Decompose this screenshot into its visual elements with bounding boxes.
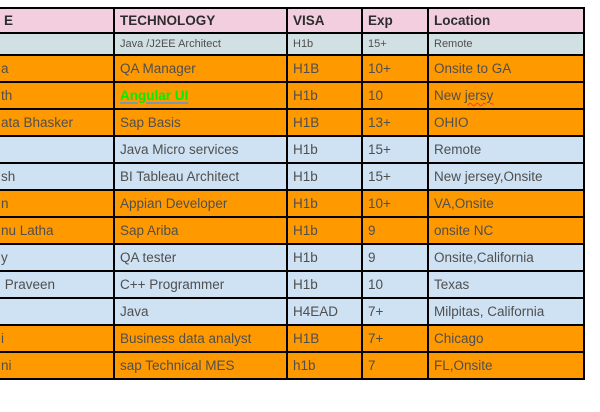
name-cell[interactable] <box>0 32 115 56</box>
visa-cell[interactable]: H1b <box>286 32 363 56</box>
exp-cell[interactable]: 9 <box>361 243 429 272</box>
table-row: a QA Manager H1B 10+ Onsite to GA <box>0 54 585 83</box>
technology-cell[interactable]: BI Tableau Architect <box>113 162 288 191</box>
technology-cell[interactable]: Angular UI <box>113 81 288 110</box>
exp-cell[interactable]: 10+ <box>361 54 429 83</box>
name-cell[interactable]: nu Latha <box>0 216 115 245</box>
name-cell[interactable]: a <box>0 54 115 83</box>
exp-cell[interactable]: 7+ <box>361 324 429 353</box>
name-cell[interactable]: th <box>0 81 115 110</box>
name-cell[interactable] <box>0 297 115 326</box>
location-cell[interactable]: VA,Onsite <box>427 189 585 218</box>
name-cell[interactable]: ata Bhasker <box>0 108 115 137</box>
location-cell[interactable]: Remote <box>427 32 585 56</box>
job-table: E TECHNOLOGY VISA Exp Location Java /J2EE Ar… <box>0 7 585 380</box>
location-cell[interactable]: Chicago <box>427 324 585 353</box>
table-row: sh BI Tableau Architect H1b 15+ New jersey,O… <box>0 162 585 191</box>
name-cell[interactable]: Praveen <box>0 270 115 299</box>
visa-cell[interactable]: H1b <box>286 243 363 272</box>
exp-cell[interactable]: 10+ <box>361 189 429 218</box>
location-cell[interactable]: Texas <box>427 270 585 299</box>
visa-cell[interactable]: h1b <box>286 351 363 380</box>
table-row: th Angular UI H1b 10 New jersy <box>0 81 585 110</box>
table-row: nu Latha Sap Ariba H1b 9 onsite NC <box>0 216 585 245</box>
location-cell[interactable]: FL,Onsite <box>427 351 585 380</box>
exp-cell[interactable]: 15+ <box>361 162 429 191</box>
name-cell[interactable]: n <box>0 189 115 218</box>
location-cell[interactable]: New jersey,Onsite <box>427 162 585 191</box>
exp-cell[interactable]: 15+ <box>361 135 429 164</box>
location-cell[interactable]: onsite NC <box>427 216 585 245</box>
technology-cell[interactable]: QA tester <box>113 243 288 272</box>
technology-cell[interactable]: Java Micro services <box>113 135 288 164</box>
exp-cell[interactable]: 15+ <box>361 32 429 56</box>
location-cell[interactable]: Onsite to GA <box>427 54 585 83</box>
column-header-location[interactable]: Location <box>427 7 585 34</box>
table-row: ni sap Technical MES h1b 7 FL,Onsite <box>0 351 585 380</box>
technology-cell[interactable]: Appian Developer <box>113 189 288 218</box>
table-row: ata Bhasker Sap Basis H1B 13+ OHIO <box>0 108 585 137</box>
column-header-technology[interactable]: TECHNOLOGY <box>113 7 288 34</box>
exp-cell[interactable]: 10 <box>361 270 429 299</box>
visa-cell[interactable]: H1b <box>286 81 363 110</box>
technology-cell[interactable]: QA Manager <box>113 54 288 83</box>
header-row: E TECHNOLOGY VISA Exp Location <box>0 7 585 34</box>
visa-cell[interactable]: H1B <box>286 324 363 353</box>
exp-cell[interactable]: 7+ <box>361 297 429 326</box>
technology-cell[interactable]: sap Technical MES <box>113 351 288 380</box>
name-cell[interactable]: i <box>0 324 115 353</box>
visa-cell[interactable]: H4EAD <box>286 297 363 326</box>
table-row: i Business data analyst H1B 7+ Chicago <box>0 324 585 353</box>
visa-cell[interactable]: H1b <box>286 270 363 299</box>
name-cell[interactable]: y <box>0 243 115 272</box>
location-cell[interactable]: Onsite,California <box>427 243 585 272</box>
table-row: Java Micro services H1b 15+ Remote <box>0 135 585 164</box>
exp-cell[interactable]: 7 <box>361 351 429 380</box>
exp-cell[interactable]: 9 <box>361 216 429 245</box>
table-row: Java H4EAD 7+ Milpitas, California <box>0 297 585 326</box>
technology-cell[interactable]: Sap Basis <box>113 108 288 137</box>
location-cell[interactable]: Milpitas, California <box>427 297 585 326</box>
visa-cell[interactable]: H1B <box>286 54 363 83</box>
table-row: Java /J2EE Architect H1b 15+ Remote <box>0 32 585 56</box>
visa-cell[interactable]: H1b <box>286 189 363 218</box>
table-row: n Appian Developer H1b 10+ VA,Onsite <box>0 189 585 218</box>
technology-cell[interactable]: Business data analyst <box>113 324 288 353</box>
table-row: Praveen C++ Programmer H1b 10 Texas <box>0 270 585 299</box>
column-header-name[interactable]: E <box>0 7 115 34</box>
technology-cell[interactable]: Java /J2EE Architect <box>113 32 288 56</box>
column-header-visa[interactable]: VISA <box>286 7 363 34</box>
spreadsheet-viewport: E TECHNOLOGY VISA Exp Location Java /J2EE Ar… <box>0 7 585 380</box>
angular-ui-link[interactable]: Angular UI <box>120 88 189 103</box>
name-cell[interactable]: ni <box>0 351 115 380</box>
exp-cell[interactable]: 13+ <box>361 108 429 137</box>
visa-cell[interactable]: H1b <box>286 216 363 245</box>
location-cell[interactable]: OHIO <box>427 108 585 137</box>
misspelled-word: jersy <box>464 88 494 103</box>
column-header-exp[interactable]: Exp <box>361 7 429 34</box>
table-header: E TECHNOLOGY VISA Exp Location <box>0 7 585 34</box>
visa-cell[interactable]: H1b <box>286 162 363 191</box>
location-text: New <box>434 88 465 103</box>
name-cell[interactable]: sh <box>0 162 115 191</box>
location-cell[interactable]: Remote <box>427 135 585 164</box>
visa-cell[interactable]: H1b <box>286 135 363 164</box>
technology-cell[interactable]: C++ Programmer <box>113 270 288 299</box>
technology-cell[interactable]: Java <box>113 297 288 326</box>
technology-cell[interactable]: Sap Ariba <box>113 216 288 245</box>
table-row: y QA tester H1b 9 Onsite,California <box>0 243 585 272</box>
name-cell[interactable] <box>0 135 115 164</box>
visa-cell[interactable]: H1B <box>286 108 363 137</box>
exp-cell[interactable]: 10 <box>361 81 429 110</box>
location-cell[interactable]: New jersy <box>427 81 585 110</box>
table-body: Java /J2EE Architect H1b 15+ Remote a QA Mana… <box>0 32 585 380</box>
